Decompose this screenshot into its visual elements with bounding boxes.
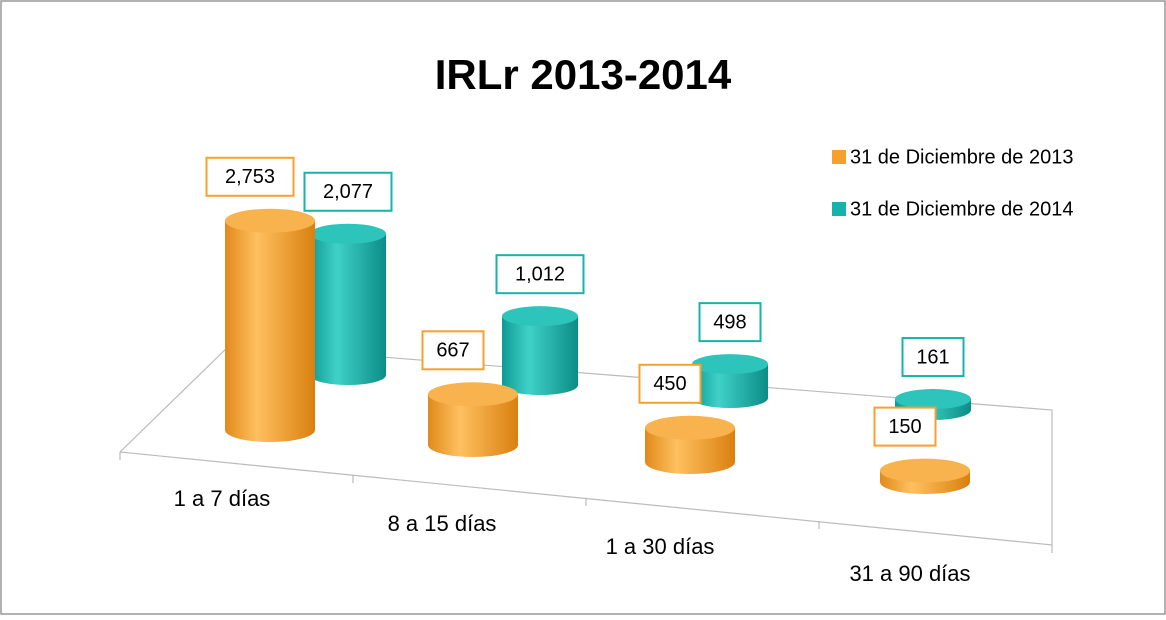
bar xyxy=(428,394,518,457)
data-label: 2,077 xyxy=(323,181,373,203)
bar xyxy=(225,220,315,442)
chart-title: IRLr 2013-2014 xyxy=(435,51,732,98)
data-label-box xyxy=(698,302,762,343)
bar xyxy=(692,364,768,408)
x-tick-label: 1 a 30 días xyxy=(606,534,715,559)
data-label-box xyxy=(205,156,295,197)
bar-top xyxy=(645,415,735,440)
bar-top xyxy=(895,389,971,410)
bar xyxy=(502,316,578,395)
data-label-box xyxy=(303,171,393,212)
legend-swatch xyxy=(832,202,846,216)
legend-label: 31 de Diciembre de 2013 xyxy=(850,146,1073,168)
x-tick-label: 31 a 90 días xyxy=(849,561,970,586)
bar xyxy=(645,427,735,474)
bar-top xyxy=(310,223,386,244)
data-label: 2,753 xyxy=(225,166,275,188)
bar-top xyxy=(880,458,970,483)
bar-top xyxy=(692,354,768,375)
data-label-box xyxy=(638,363,702,404)
data-label-box xyxy=(421,330,485,371)
x-tick-label: 8 a 15 días xyxy=(388,511,497,536)
data-label: 667 xyxy=(436,340,469,362)
data-label: 450 xyxy=(653,373,686,395)
data-label: 1,012 xyxy=(515,263,565,285)
bar-top xyxy=(225,208,315,233)
data-label-box xyxy=(873,406,937,447)
data-label: 498 xyxy=(713,311,746,333)
bar xyxy=(310,233,386,385)
x-tick-label: 1 a 7 días xyxy=(174,486,271,511)
bar-top xyxy=(428,382,518,407)
data-label: 161 xyxy=(916,346,949,368)
data-label-box xyxy=(901,337,965,378)
data-label: 150 xyxy=(888,416,921,438)
floor xyxy=(119,344,1053,553)
legend-label: 31 de Diciembre de 2014 xyxy=(850,198,1073,220)
data-label-box xyxy=(495,254,585,295)
bar-top xyxy=(502,306,578,327)
legend-swatch xyxy=(832,150,846,164)
